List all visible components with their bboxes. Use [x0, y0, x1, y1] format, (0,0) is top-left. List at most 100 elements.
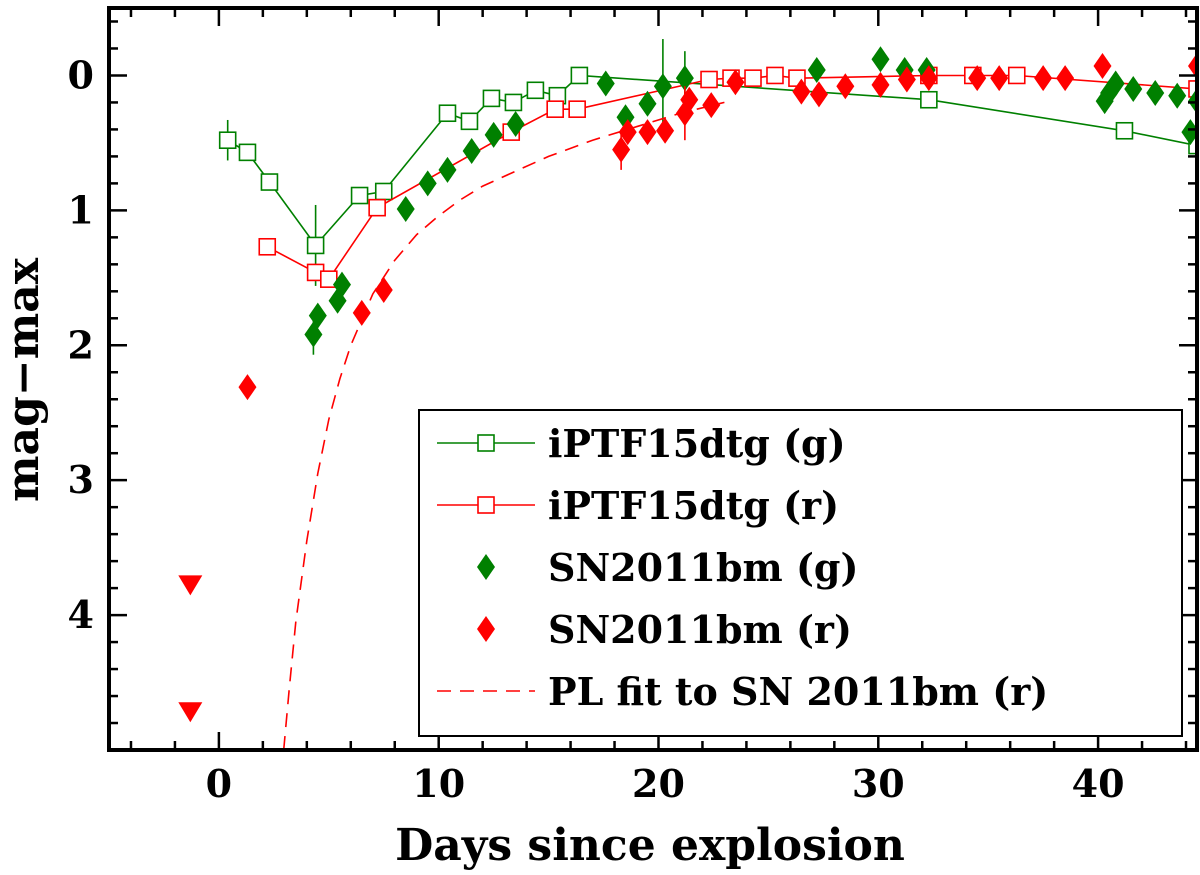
x-tick-label: 30 [852, 761, 905, 806]
legend-label: SN2011bm (r) [548, 607, 852, 652]
data-point [1093, 53, 1112, 80]
legend-label: iPTF15dtg (g) [548, 421, 846, 466]
data-point [1124, 75, 1143, 102]
legend-entry: PL fit to SN 2011bm (r) [437, 669, 1048, 714]
data-point [596, 70, 615, 97]
data-point [1007, 66, 1026, 85]
data-point [680, 86, 699, 113]
data-point [374, 182, 393, 201]
data-point [1115, 121, 1134, 140]
data-point [570, 66, 589, 85]
data-point [238, 143, 257, 162]
y-axis-title: mag−max [0, 257, 49, 502]
data-point [504, 93, 523, 112]
y-tick-label: 0 [68, 52, 94, 97]
plot-frame [107, 6, 1199, 752]
data-point [1188, 136, 1197, 155]
data-point [809, 81, 828, 108]
data-point [871, 71, 890, 98]
y-tick-label: 1 [68, 187, 94, 232]
series-3 [238, 53, 1197, 401]
data-point [1188, 80, 1197, 98]
x-axis-title: Days since explosion [395, 820, 905, 871]
data-point [178, 702, 203, 723]
data-point [968, 65, 987, 92]
data-point [462, 138, 481, 165]
data-point [260, 173, 279, 191]
data-point [308, 302, 327, 329]
series-line [227, 74, 1197, 247]
data-point [871, 46, 890, 73]
axis-ticks: 0 10 20 30 40 0 1 2 3 4 [68, 8, 1197, 806]
data-point [638, 90, 657, 117]
data-point [919, 65, 938, 92]
legend-entry: iPTF15dtg (r) [437, 483, 839, 528]
data-point [352, 299, 371, 326]
data-point [700, 70, 718, 89]
series-line [266, 74, 1197, 281]
legend: iPTF15dtg (g) iPTF15dtg (r) SN2011bm (g) SN… [418, 409, 1183, 737]
data-point [920, 90, 938, 109]
data-point [482, 89, 501, 108]
data-point [438, 156, 457, 183]
legend-entry: iPTF15dtg (g) [437, 421, 846, 466]
legend-marker [477, 554, 495, 580]
data-point [1168, 82, 1187, 109]
data-point [396, 196, 415, 223]
legend-label: iPTF15dtg (r) [548, 483, 839, 528]
legend-label: PL fit to SN 2011bm (r) [548, 669, 1048, 714]
data-point [332, 271, 351, 298]
legend-marker [477, 434, 495, 452]
data-point [460, 112, 479, 131]
data-point [638, 119, 657, 146]
x-tick-label: 10 [412, 761, 465, 806]
data-point [836, 73, 855, 100]
x-tick-label: 0 [206, 761, 232, 806]
data-point [1188, 88, 1197, 115]
data-point [438, 104, 457, 123]
legend-entry: SN2011bm (r) [477, 607, 852, 652]
data-point [368, 198, 386, 217]
data-point [792, 78, 811, 105]
y-tick-label: 3 [68, 457, 94, 502]
data-point [1056, 65, 1075, 92]
data-point [702, 92, 721, 119]
data-point [218, 131, 237, 150]
data-point [568, 100, 586, 118]
data-point [1106, 70, 1125, 97]
data-point [618, 119, 637, 146]
data-point [744, 69, 762, 87]
x-tick-label: 40 [1072, 761, 1125, 806]
data-point [546, 100, 564, 118]
data-point [306, 236, 325, 255]
plot-area [178, 39, 1197, 750]
series-2 [304, 39, 1197, 355]
data-point [653, 73, 672, 100]
legend-box [418, 409, 1183, 737]
legend-label: SN2011bm (g) [548, 545, 858, 590]
data-point [526, 81, 545, 100]
data-point [350, 186, 369, 205]
data-point [1146, 79, 1165, 106]
data-point [258, 237, 277, 256]
data-point [897, 66, 916, 93]
data-point [612, 136, 631, 163]
data-point [178, 575, 203, 596]
data-point [1034, 65, 1053, 92]
legend-marker [477, 496, 495, 514]
data-point [506, 111, 525, 138]
data-point [484, 121, 503, 148]
data-point [418, 170, 437, 197]
data-point [990, 65, 1009, 92]
data-point [1188, 53, 1197, 80]
data-point [374, 276, 393, 303]
data-point [656, 117, 675, 144]
series-5 [178, 575, 203, 723]
data-point [238, 374, 257, 401]
data-point [675, 65, 694, 92]
x-tick-label: 20 [632, 761, 685, 806]
y-tick-label: 2 [68, 322, 94, 367]
y-tick-label: 4 [68, 592, 94, 637]
data-point [807, 57, 826, 84]
